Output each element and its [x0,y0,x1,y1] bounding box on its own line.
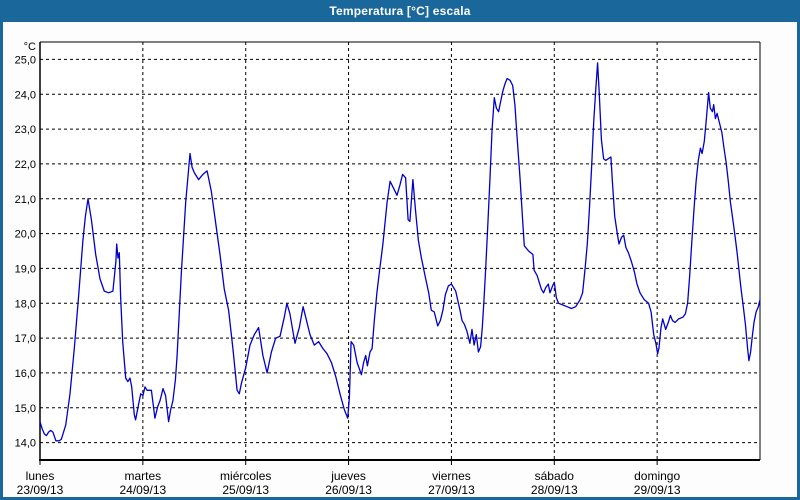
y-axis-unit-label: °C [24,41,36,53]
y-tick-label: 24,0 [15,89,36,101]
temperature-line [39,62,761,442]
x-date-label: 29/09/13 [634,483,681,497]
chart-area: 25,0 24,0 23,0 22,0 21,0 20,0 19,0 18,0 17,0 16,0… [3,22,797,497]
temperature-chart: 25,0 24,0 23,0 22,0 21,0 20,0 19,0 18,0 17,0 16,0… [15,41,761,497]
x-date-label: 23/09/13 [17,483,64,497]
y-tick-label: 25,0 [15,54,36,66]
x-day-label: domingo [634,469,680,483]
y-tick-label: 15,0 [15,403,36,415]
y-tick-label: 18,0 [15,298,36,310]
y-tick-label: 19,0 [15,263,36,275]
y-tick-label: 16,0 [15,368,36,380]
x-date-label: 25/09/13 [222,483,269,497]
y-tick-label: 17,0 [15,333,36,345]
y-tick-label: 22,0 [15,159,36,171]
x-date-label: 26/09/13 [325,483,372,497]
y-tick-label: 14,0 [15,438,36,450]
x-day-label: martes [125,469,162,483]
x-date-label: 27/09/13 [428,483,475,497]
y-tick-label: 20,0 [15,229,36,241]
x-day-label: miércoles [220,469,271,483]
x-day-label: sábado [535,469,575,483]
window-title: Temperatura [°C] escala [329,4,471,18]
window-titlebar[interactable]: Temperatura [°C] escala [3,0,797,22]
x-day-label: viernes [432,469,471,483]
y-tick-label: 21,0 [15,194,36,206]
plot-background [40,42,760,460]
y-tick-label: 23,0 [15,124,36,136]
x-day-label: jueves [330,469,366,483]
x-date-label: 28/09/13 [531,483,578,497]
x-date-label: 24/09/13 [119,483,166,497]
x-day-label: lunes [26,469,55,483]
